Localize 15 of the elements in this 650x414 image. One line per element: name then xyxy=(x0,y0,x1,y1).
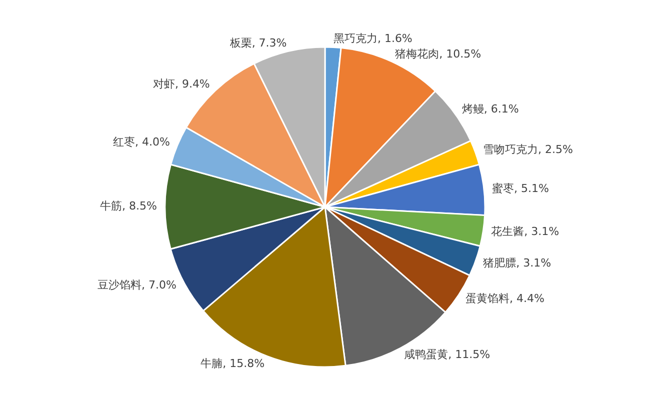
slice-label: 对虾, 9.4% xyxy=(152,78,210,91)
slice-label: 雪吻巧克力, 2.5% xyxy=(482,142,573,156)
slice-label: 咸鸭蛋黄, 11.5% xyxy=(404,348,490,362)
slice-label: 豆沙馅料, 7.0% xyxy=(97,278,176,292)
slice-label: 猪梅花肉, 10.5% xyxy=(395,47,482,60)
slice-label: 猪肥膘, 3.1% xyxy=(483,256,552,270)
slice-label: 蜜枣, 5.1% xyxy=(492,182,549,195)
slice-label: 花生酱, 3.1% xyxy=(491,225,560,238)
slice-label: 黑巧克力, 1.6% xyxy=(333,32,412,46)
slice-label: 板栗, 7.3% xyxy=(228,36,287,50)
slice-label: 烤鳗, 6.1% xyxy=(462,102,519,116)
slice-label: 牛腩, 15.8% xyxy=(200,356,265,370)
slice-label: 蛋黄馅料, 4.4% xyxy=(466,292,544,306)
slice-label: 红枣, 4.0% xyxy=(112,135,170,148)
slice-label: 牛筋, 8.5% xyxy=(100,200,157,213)
